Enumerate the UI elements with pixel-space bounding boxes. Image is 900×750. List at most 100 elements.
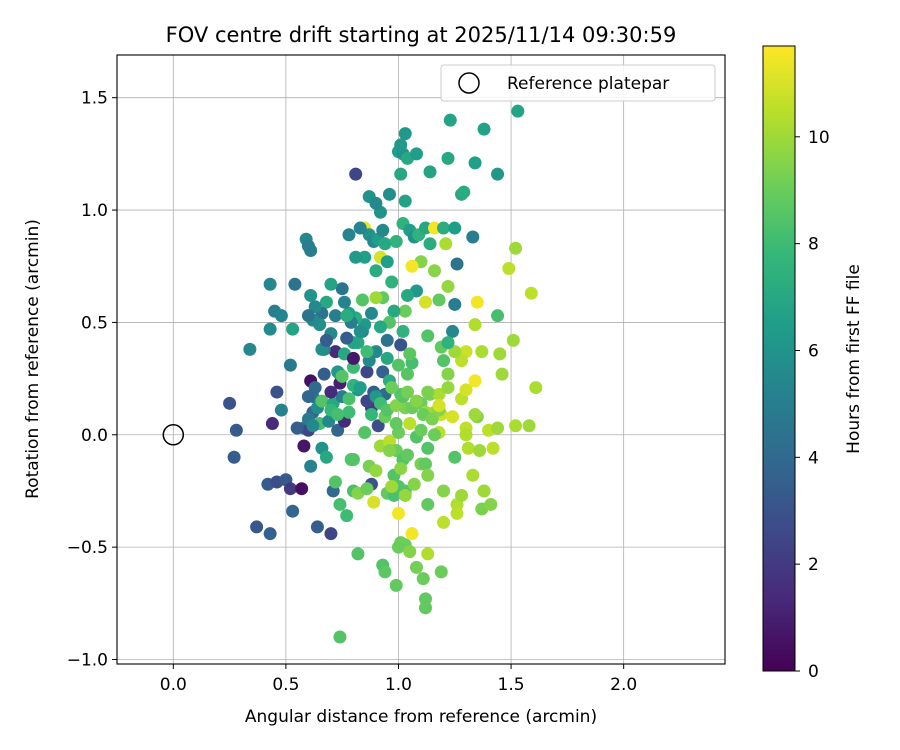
x-tick-label: 0.0 [160, 675, 187, 695]
data-point [455, 488, 469, 502]
data-point [340, 331, 354, 345]
plot-frame [116, 54, 726, 665]
data-point [319, 295, 333, 309]
data-point [317, 367, 331, 381]
data-point [455, 354, 469, 368]
y-tick-label: −1.0 [67, 651, 108, 671]
data-point [439, 237, 453, 251]
data-point [491, 167, 505, 181]
data-point [301, 390, 315, 404]
data-point [286, 504, 300, 518]
data-point [382, 187, 396, 201]
colorbar-ticks: 0 2 4 6 8 10 [795, 128, 830, 682]
data-point [468, 318, 482, 332]
data-point [475, 345, 489, 359]
data-point [353, 324, 367, 338]
data-point [400, 448, 414, 462]
data-point [459, 383, 473, 397]
legend-box [440, 64, 716, 102]
chart-title: FOV centre drift starting at 2025/11/14 … [166, 23, 677, 47]
data-point [409, 560, 423, 574]
data-point [308, 300, 322, 314]
data-point [409, 394, 423, 408]
data-point [283, 482, 297, 496]
data-point [446, 324, 460, 338]
data-point [461, 441, 475, 455]
data-point [441, 151, 455, 165]
data-point [400, 367, 414, 381]
colorbar-tick-label: 6 [808, 341, 819, 361]
colorbar-tick-label: 8 [808, 235, 819, 255]
data-point [491, 309, 505, 323]
data-points [223, 104, 543, 644]
data-point [428, 264, 442, 278]
data-point [243, 342, 257, 356]
data-point [419, 592, 433, 606]
x-axis-ticks: 0.0 0.5 1.0 1.5 2.0 [160, 664, 637, 695]
data-point [421, 441, 435, 455]
data-point [391, 358, 405, 372]
data-point [493, 347, 507, 361]
data-point [419, 221, 433, 235]
data-point [434, 565, 448, 579]
data-point [428, 428, 442, 442]
data-point [335, 369, 349, 383]
reference-platepar-marker [162, 424, 185, 446]
data-point [378, 237, 392, 251]
data-point [380, 255, 394, 269]
data-point [274, 309, 288, 323]
data-point [337, 295, 351, 309]
data-point [380, 333, 394, 347]
data-point [423, 165, 437, 179]
data-point [283, 358, 297, 372]
data-point [290, 421, 304, 435]
data-point [414, 423, 428, 437]
data-point [319, 333, 333, 347]
data-point [295, 482, 309, 496]
data-point [387, 304, 401, 318]
data-point [324, 277, 338, 291]
data-point [369, 464, 383, 478]
data-point [473, 444, 487, 458]
data-point [437, 484, 451, 498]
data-point [421, 329, 435, 343]
data-point [441, 367, 455, 381]
data-point [470, 295, 484, 309]
data-point [286, 322, 300, 336]
data-point [405, 259, 419, 273]
data-point [405, 527, 419, 541]
legend-label: Reference platepar [507, 74, 669, 94]
data-point [394, 138, 408, 152]
colorbar-label: Hours from first FF file [844, 264, 864, 454]
data-point [223, 396, 237, 410]
data-point [491, 421, 505, 435]
data-point [398, 127, 412, 141]
data-point [441, 336, 455, 350]
data-point [324, 385, 338, 399]
data-point [250, 520, 264, 534]
colorbar-gradient [762, 45, 796, 672]
data-point [459, 428, 473, 442]
data-point [335, 282, 349, 296]
colorbar-tick-label: 0 [808, 662, 819, 682]
data-point [428, 221, 442, 235]
data-point [364, 408, 378, 422]
data-point [378, 565, 392, 579]
data-point [441, 381, 455, 395]
data-point [398, 304, 412, 318]
data-point [308, 381, 322, 395]
data-point [495, 367, 509, 381]
data-point [509, 241, 523, 255]
data-point [263, 322, 277, 336]
data-point [360, 482, 374, 496]
data-point [382, 435, 396, 449]
data-point [328, 475, 342, 489]
data-point [367, 495, 381, 509]
data-point [376, 223, 390, 237]
data-point [524, 286, 538, 300]
data-point [522, 419, 536, 433]
data-point [419, 457, 433, 471]
data-point [227, 450, 241, 464]
data-point [385, 275, 399, 289]
